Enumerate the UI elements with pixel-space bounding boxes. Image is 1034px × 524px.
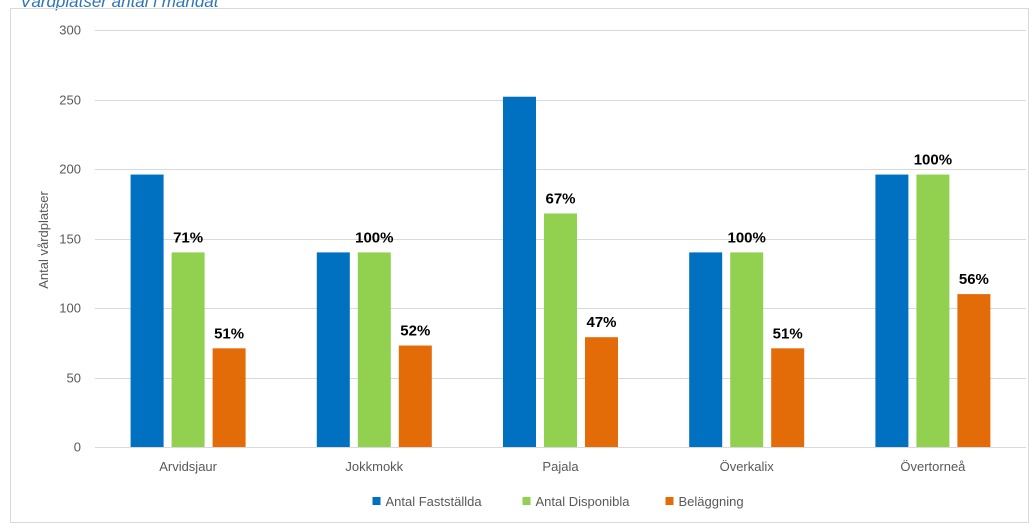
bars <box>130 96 991 447</box>
data-label: 100% <box>914 152 952 169</box>
legend: Antal Fastställda Antal Disponibla Beläggn… <box>372 494 744 509</box>
legend-entry: Antal Disponibla <box>536 494 631 509</box>
bar <box>585 337 618 447</box>
x-category-label: Överkalix <box>720 459 775 474</box>
bar <box>875 174 909 447</box>
data-label: 56% <box>959 271 989 288</box>
data-label: 100% <box>728 229 766 246</box>
data-labels: 71% 51% 100% 52% 67% 47% 100% 51% 100% 56% <box>173 152 989 343</box>
legend-swatch <box>372 497 381 505</box>
bar <box>544 213 577 447</box>
legend-entry: Beläggning <box>679 494 744 509</box>
bar <box>503 96 536 447</box>
y-tick-label: 200 <box>59 162 81 177</box>
y-axis-label: Antal vårdplatser <box>36 191 51 289</box>
bar <box>357 252 391 447</box>
x-category-label: Övertorneå <box>900 459 966 474</box>
bar <box>316 252 350 447</box>
data-label: 52% <box>400 323 430 340</box>
data-label: 100% <box>355 229 393 246</box>
y-tick-label: 250 <box>59 93 81 108</box>
bar <box>398 345 432 447</box>
data-label: 47% <box>586 314 616 331</box>
x-category-label: Jokkmokk <box>345 459 403 474</box>
data-label: 51% <box>214 325 244 342</box>
x-category-label: Pajala <box>542 459 579 474</box>
data-label: 67% <box>545 190 575 207</box>
x-axis-categories: Arvidsjaur Jokkmokk Pajala Överkalix Övertor… <box>159 459 966 474</box>
chart-frame <box>10 8 1029 523</box>
y-tick-label: 300 <box>59 23 81 38</box>
bar <box>130 174 164 447</box>
bar <box>916 174 950 447</box>
y-tick-label: 50 <box>67 371 81 386</box>
bar <box>212 348 246 447</box>
y-tick-label: 0 <box>74 440 81 455</box>
y-tick-label: 150 <box>59 232 81 247</box>
legend-swatch <box>665 497 674 505</box>
legend-entry: Antal Fastställda <box>386 494 483 509</box>
bar <box>689 252 723 447</box>
bar <box>957 294 991 447</box>
y-axis-ticks: 0 50 100 150 200 250 300 <box>59 23 81 455</box>
data-label: 51% <box>773 325 803 342</box>
bar <box>730 252 764 447</box>
x-category-label: Arvidsjaur <box>159 459 217 474</box>
chart-title: Vårdplatser antal i mandat <box>20 0 219 11</box>
bar <box>771 348 805 447</box>
y-tick-label: 100 <box>59 301 81 316</box>
bar <box>171 252 205 447</box>
legend-swatch <box>522 497 531 505</box>
data-label: 71% <box>173 229 203 246</box>
